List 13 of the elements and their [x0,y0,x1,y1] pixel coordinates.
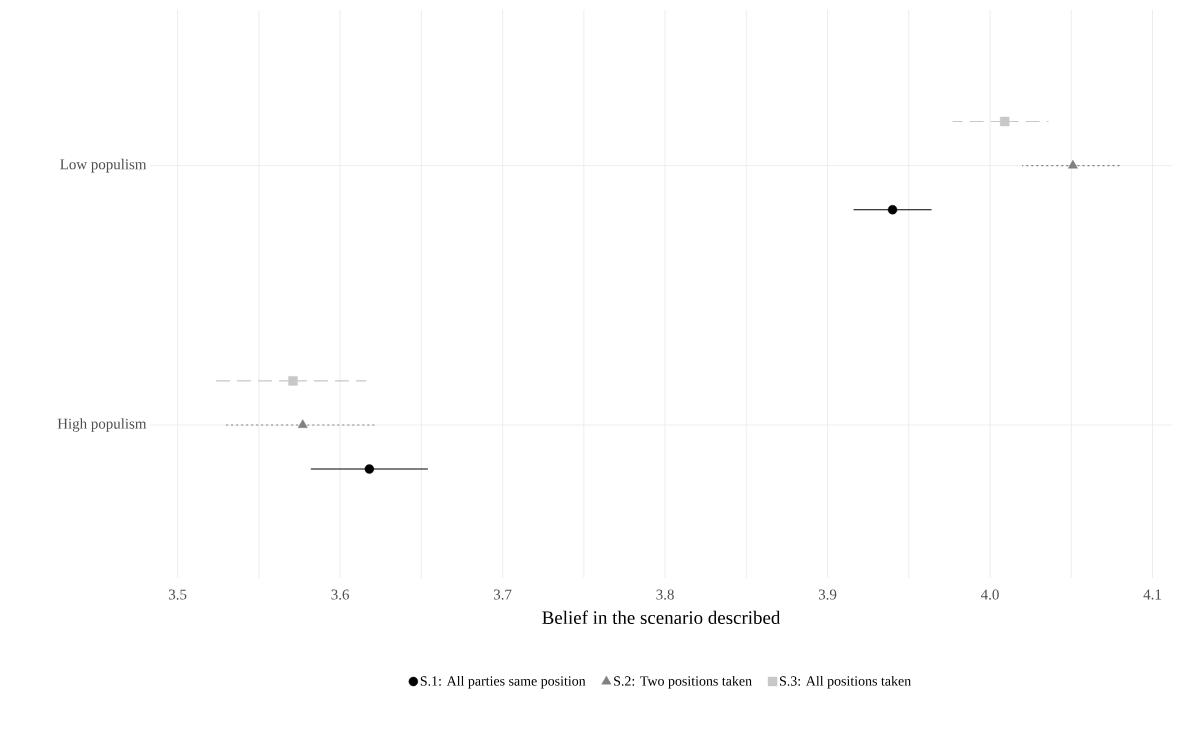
y-tick-label: Low populism [60,158,147,173]
x-tick-label: 3.6 [331,589,349,600]
x-tick-label: 3.7 [493,589,512,600]
x-tick-label: 4.0 [981,589,999,600]
legend-label: S.2: Two positions taken [614,675,752,689]
legend-label: S.3: All positions taken [779,675,911,689]
y-tick-label: High populism [57,418,147,432]
legend-label: S.1: All parties same position [420,675,586,689]
x-tick-label: 3.8 [656,589,674,600]
x-tick-label: 4.1 [1143,589,1161,600]
x-tick-label: 3.5 [169,589,187,600]
x-tick-label: 3.9 [818,589,837,600]
x-axis-title: Belief in the scenario described [542,610,781,625]
